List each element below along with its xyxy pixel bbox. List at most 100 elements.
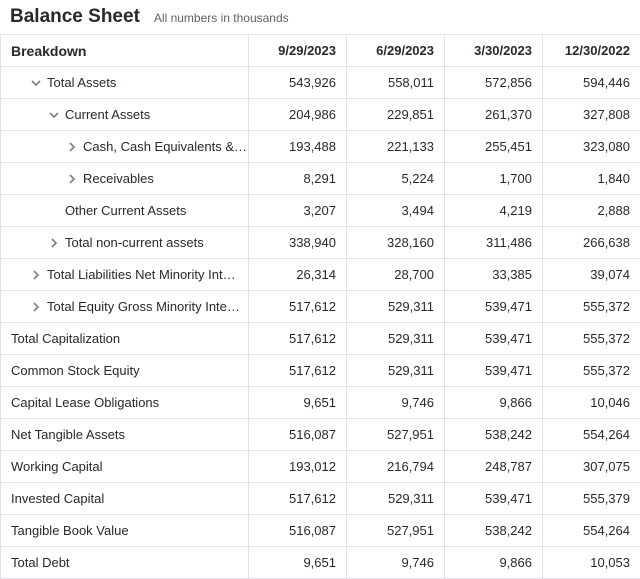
row-label: Net Tangible Assets	[11, 427, 125, 442]
value-cell: 9,746	[347, 387, 445, 419]
value-cell: 529,311	[347, 483, 445, 515]
value-cell: 338,940	[249, 227, 347, 259]
row-label: Total Debt	[11, 555, 70, 570]
value-cell: 307,075	[543, 451, 640, 483]
row-label-cell[interactable]: Total Assets	[1, 67, 249, 99]
value-cell: 517,612	[249, 355, 347, 387]
row-label-cell[interactable]: Total Equity Gross Minority Inte…	[1, 291, 249, 323]
row-label-cell: Total Debt	[1, 547, 249, 579]
value-cell: 538,242	[445, 515, 543, 547]
table-row: Working Capital 193,012216,794248,787307,…	[1, 451, 640, 483]
value-cell: 5,224	[347, 163, 445, 195]
balance-sheet-table: Breakdown 9/29/2023 6/29/2023 3/30/2023 …	[0, 34, 640, 579]
value-cell: 39,074	[543, 259, 640, 291]
row-label: Total Liabilities Net Minority Int…	[47, 267, 236, 282]
table-row: Total Capitalization517,612529,311539,47…	[1, 323, 640, 355]
table-row: Other Current Assets3,2073,4944,2192,888	[1, 195, 640, 227]
page-subtitle: All numbers in thousands	[154, 11, 289, 25]
value-cell: 9,746	[347, 547, 445, 579]
chevron-down-icon[interactable]	[29, 76, 43, 90]
date-header: 3/30/2023	[445, 35, 543, 67]
row-label: Cash, Cash Equivalents & S…	[83, 139, 248, 154]
row-label: Current Assets	[65, 107, 150, 122]
value-cell: 517,612	[249, 483, 347, 515]
value-cell: 193,012	[249, 451, 347, 483]
value-cell: 221,133	[347, 131, 445, 163]
value-cell: 248,787	[445, 451, 543, 483]
date-header: 12/30/2022	[543, 35, 640, 67]
value-cell: 216,794	[347, 451, 445, 483]
value-cell: 266,638	[543, 227, 640, 259]
value-cell: 555,372	[543, 323, 640, 355]
value-cell: 527,951	[347, 515, 445, 547]
table-row: Total non-current assets338,940328,16031…	[1, 227, 640, 259]
row-label-cell[interactable]: Cash, Cash Equivalents & S…	[1, 131, 249, 163]
table-row: Receivables8,2915,2241,7001,840	[1, 163, 640, 195]
value-cell: 204,986	[249, 99, 347, 131]
chevron-down-icon[interactable]	[47, 108, 61, 122]
table-row: Current Assets 204,986229,851261,370327,8…	[1, 99, 640, 131]
table-row: Net Tangible Assets516,087527,951538,242…	[1, 419, 640, 451]
chevron-right-icon[interactable]	[65, 172, 79, 186]
value-cell: 311,486	[445, 227, 543, 259]
row-label: Working Capital	[11, 459, 103, 474]
chevron-right-icon[interactable]	[29, 268, 43, 282]
value-cell: 8,291	[249, 163, 347, 195]
row-label: Receivables	[83, 171, 154, 186]
row-label: Capital Lease Obligations	[11, 395, 159, 410]
row-label-cell[interactable]: Receivables	[1, 163, 249, 195]
row-label: Total Assets	[47, 75, 116, 90]
value-cell: 555,372	[543, 355, 640, 387]
row-label-cell: Working Capital	[1, 451, 249, 483]
value-cell: 28,700	[347, 259, 445, 291]
row-label-cell: Common Stock Equity	[1, 355, 249, 387]
value-cell: 193,488	[249, 131, 347, 163]
value-cell: 554,264	[543, 515, 640, 547]
row-label: Invested Capital	[11, 491, 104, 506]
table-row: Common Stock Equity517,612529,311539,471…	[1, 355, 640, 387]
chevron-right-icon[interactable]	[65, 140, 79, 154]
value-cell: 555,379	[543, 483, 640, 515]
row-label: Total Equity Gross Minority Inte…	[47, 299, 240, 314]
value-cell: 516,087	[249, 419, 347, 451]
value-cell: 9,651	[249, 547, 347, 579]
value-cell: 527,951	[347, 419, 445, 451]
row-label: Total non-current assets	[65, 235, 204, 250]
value-cell: 572,856	[445, 67, 543, 99]
row-label-cell: Invested Capital	[1, 483, 249, 515]
row-label: Common Stock Equity	[11, 363, 140, 378]
value-cell: 516,087	[249, 515, 347, 547]
row-label: Tangible Book Value	[11, 523, 129, 538]
value-cell: 10,053	[543, 547, 640, 579]
value-cell: 10,046	[543, 387, 640, 419]
table-row: Tangible Book Value 516,087527,951538,242…	[1, 515, 640, 547]
value-cell: 323,080	[543, 131, 640, 163]
row-label-cell[interactable]: Total non-current assets	[1, 227, 249, 259]
chevron-right-icon[interactable]	[47, 236, 61, 250]
value-cell: 229,851	[347, 99, 445, 131]
balance-sheet-container: Balance Sheet All numbers in thousands B…	[0, 0, 640, 579]
table-row: Total Assets543,926558,011572,856594,446	[1, 67, 640, 99]
table-row: Cash, Cash Equivalents & S…193,488221,13…	[1, 131, 640, 163]
value-cell: 529,311	[347, 291, 445, 323]
breakdown-header: Breakdown	[1, 35, 249, 67]
value-cell: 327,808	[543, 99, 640, 131]
row-label-cell: Tangible Book Value	[1, 515, 249, 547]
row-label-cell[interactable]: Current Assets	[1, 99, 249, 131]
row-label-cell: Other Current Assets	[1, 195, 249, 227]
value-cell: 558,011	[347, 67, 445, 99]
row-label-cell: Net Tangible Assets	[1, 419, 249, 451]
value-cell: 594,446	[543, 67, 640, 99]
table-row: Capital Lease Obligations9,6519,7469,866…	[1, 387, 640, 419]
value-cell: 2,888	[543, 195, 640, 227]
value-cell: 539,471	[445, 355, 543, 387]
table-row: Total Debt9,6519,7469,86610,053	[1, 547, 640, 579]
row-label-cell[interactable]: Total Liabilities Net Minority Int…	[1, 259, 249, 291]
table-header-row: Breakdown 9/29/2023 6/29/2023 3/30/2023 …	[1, 35, 640, 67]
value-cell: 529,311	[347, 323, 445, 355]
chevron-right-icon[interactable]	[29, 300, 43, 314]
value-cell: 261,370	[445, 99, 543, 131]
value-cell: 517,612	[249, 323, 347, 355]
value-cell: 539,471	[445, 291, 543, 323]
value-cell: 3,494	[347, 195, 445, 227]
